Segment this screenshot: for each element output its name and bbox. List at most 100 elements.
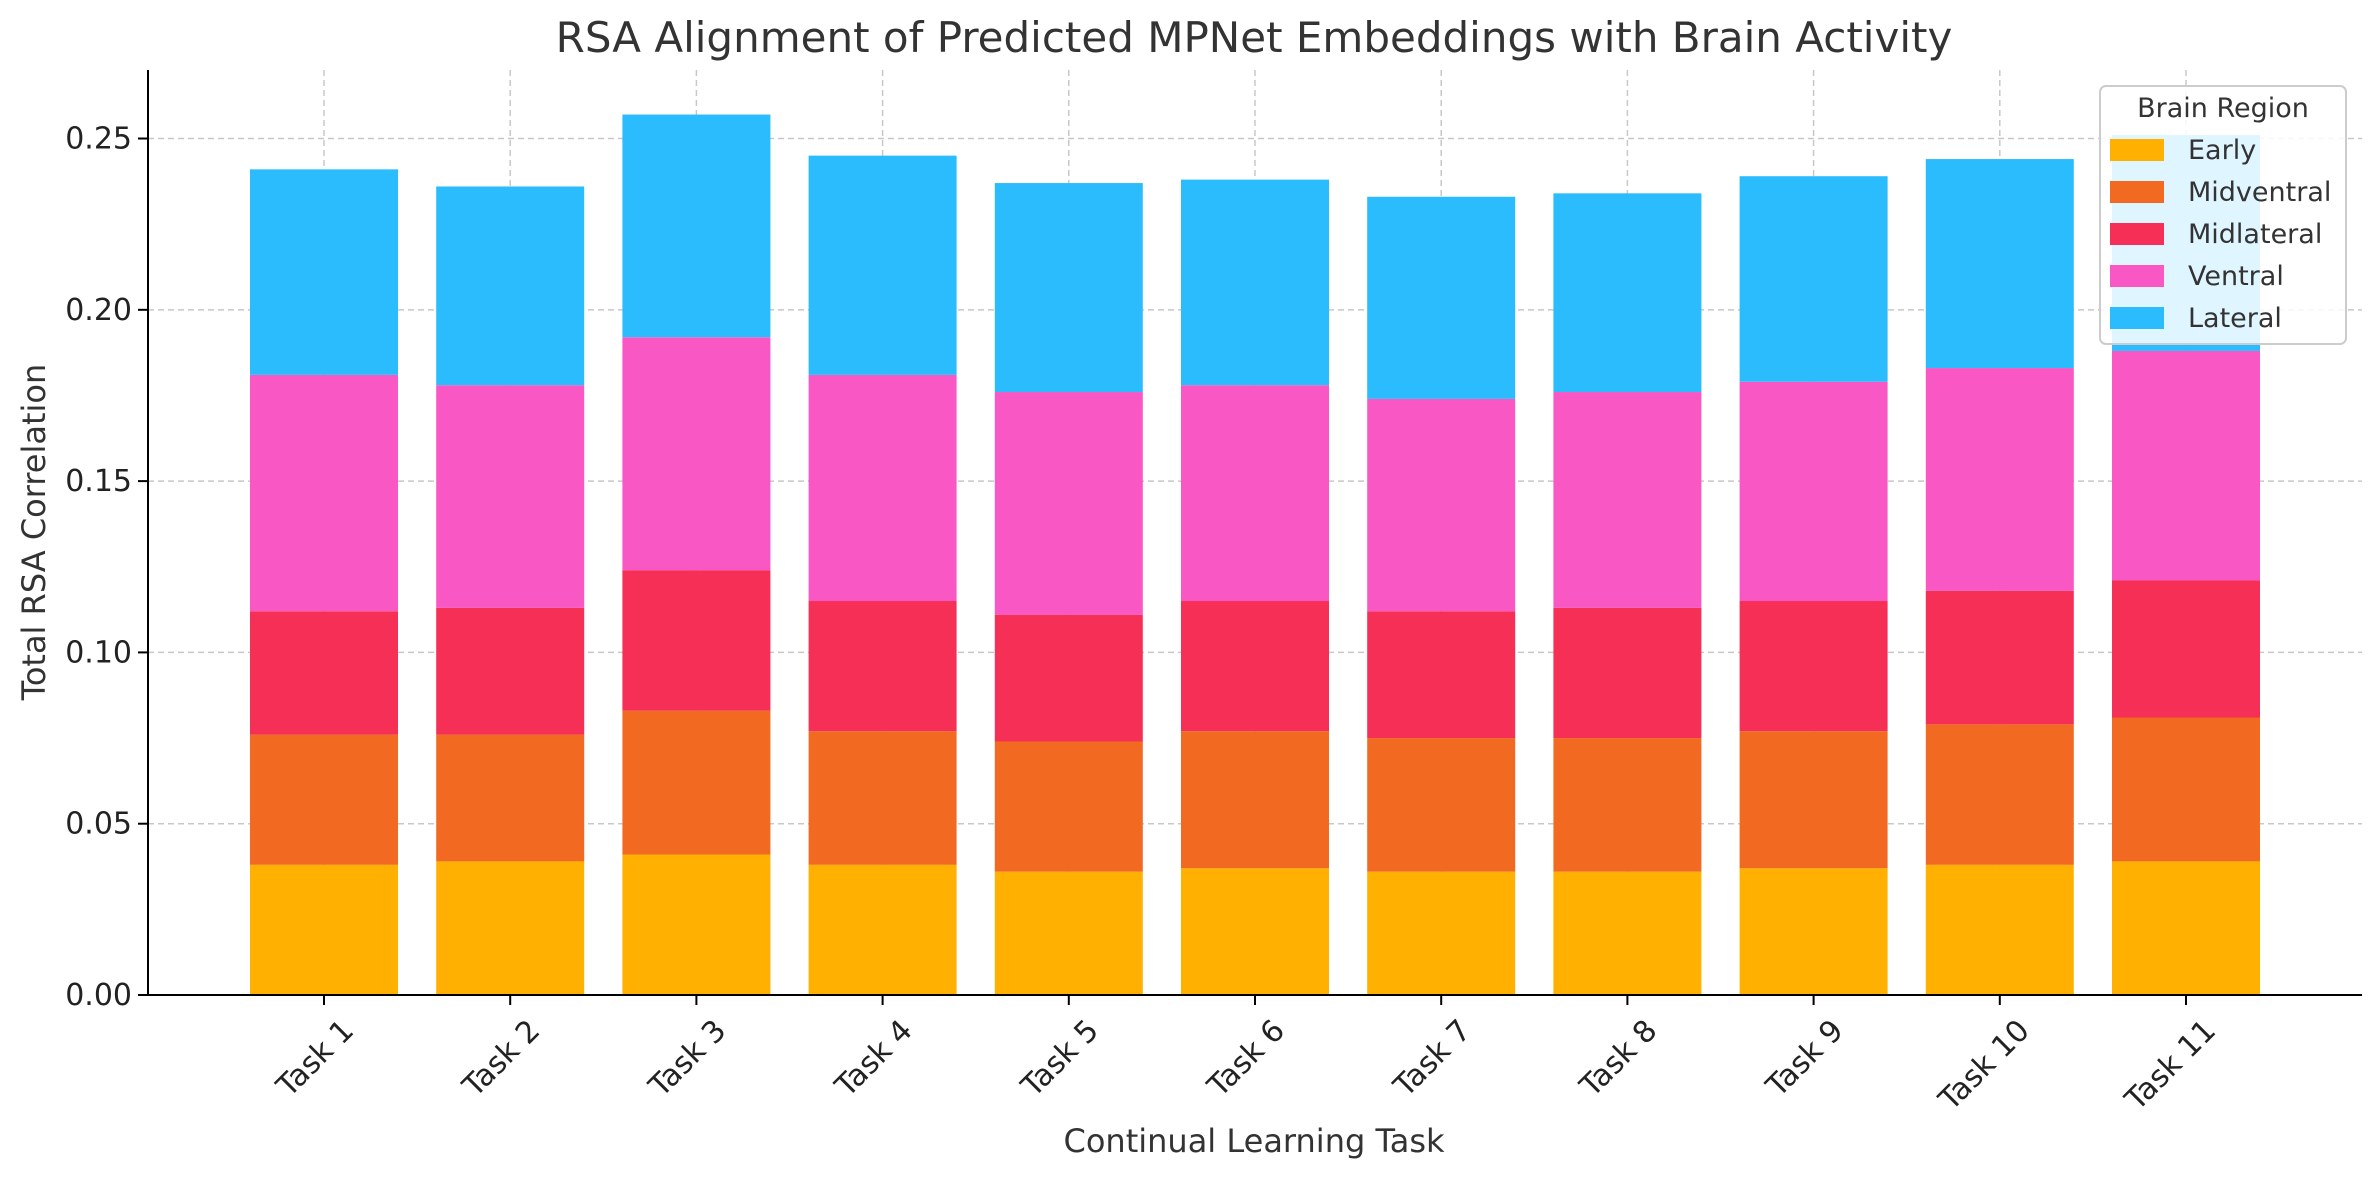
bar-segment-midlateral [994,614,1143,742]
legend-item: Early [2110,135,2256,166]
x-tick-label: Task 2 [456,1013,547,1104]
bar-segment-ventral [250,374,398,612]
bar-stack [436,186,585,995]
y-ticks: 0.00 0.05 0.10 0.15 0.20 0.25 [65,122,148,1013]
bar-segment-midventral [2112,717,2260,862]
bar-stack [622,114,771,995]
bar-segment-midlateral [436,607,585,735]
bar-segment-lateral [808,155,957,375]
bar-stack [250,169,398,995]
y-tick-label: 0.05 [65,807,132,842]
bar-segment-early [1553,871,1702,995]
bar-segment-early [1367,871,1516,995]
bar-stack [1181,179,1329,995]
y-tick-label: 0.00 [65,978,132,1013]
legend-swatch [2110,223,2164,245]
x-axis-label: Continual Learning Task [1063,1122,1445,1160]
bar-segment-lateral [994,183,1143,393]
legend-item: Midventral [2110,177,2331,208]
bar-segment-early [2112,861,2260,995]
legend-item: Ventral [2110,261,2284,292]
x-tick-label: Task 9 [1759,1013,1850,1104]
bar-segment-lateral [622,114,771,338]
bar-segment-midventral [1739,731,1888,869]
bar-segment-midlateral [1367,611,1516,739]
legend-label: Midlateral [2188,219,2322,250]
bar-segment-midventral [1553,738,1702,872]
legend-item: Lateral [2110,303,2282,334]
x-tick-label: Task 6 [1200,1013,1291,1104]
x-tick-label: Task 1 [269,1013,360,1104]
y-tick-label: 0.25 [65,122,132,157]
bar-segment-midlateral [1181,601,1329,732]
bar-segment-ventral [808,374,957,602]
bar-segment-ventral [2112,350,2260,581]
bar-segment-early [1925,864,2074,995]
bar-segment-midventral [808,731,957,865]
bar-segment-midventral [994,741,1143,872]
bar-segment-early [994,871,1143,995]
bar-segment-midventral [250,734,398,865]
bar-segment-midventral [436,734,585,862]
bar-segment-midlateral [1553,607,1702,739]
bar-segment-early [1739,868,1888,995]
y-tick-label: 0.10 [65,635,132,670]
bar-segment-lateral [436,186,585,386]
bar-segment-ventral [994,392,1143,615]
bar-segment-lateral [1367,196,1516,399]
bar-segment-early [1181,868,1329,995]
x-tick-label: Task 11 [2118,1013,2223,1118]
x-tick-label: Task 7 [1387,1013,1478,1104]
bars [250,114,2260,995]
legend-label: Midventral [2188,177,2331,208]
x-tick-label: Task 3 [642,1013,733,1104]
bar-segment-lateral [1739,176,1888,382]
bar-segment-midlateral [250,611,398,735]
bar-segment-midlateral [808,601,957,732]
legend-swatch [2110,139,2164,161]
legend-swatch [2110,265,2164,287]
bar-stack [808,155,957,995]
bar-stack [994,183,1143,995]
bar-segment-lateral [1553,193,1702,393]
bar-segment-ventral [1367,398,1516,612]
bar-segment-ventral [1739,381,1888,602]
legend-label: Lateral [2188,303,2282,334]
bar-segment-midventral [1181,731,1329,869]
bar-segment-lateral [1181,179,1329,386]
bar-segment-midventral [1925,724,2074,865]
bar-stack [1553,193,1702,995]
x-tick-label: Task 5 [1014,1013,1105,1104]
bar-segment-early [436,861,585,995]
x-tick-label: Task 4 [828,1013,919,1104]
bar-segment-early [808,864,957,995]
bar-stack [1367,196,1516,995]
bar-segment-midventral [1367,738,1516,872]
bar-segment-early [250,864,398,995]
x-ticks: Task 1 Task 2 Task 3 Task 4 Task 5 Task 6 Task… [269,995,2223,1118]
chart-title: RSA Alignment of Predicted MPNet Embeddi… [556,13,1953,62]
y-axis-label: Total RSA Correlation [15,364,53,702]
bar-segment-ventral [622,337,771,571]
y-tick-label: 0.20 [65,293,132,328]
bar-segment-ventral [1181,385,1329,602]
y-tick-label: 0.15 [65,464,132,499]
bar-segment-midlateral [2112,580,2260,718]
bar-segment-midlateral [622,570,771,711]
legend-items: Early Midventral Midlateral Ventral Lateral [2110,135,2331,334]
bar-segment-lateral [250,169,398,375]
legend-item: Midlateral [2110,219,2322,250]
legend: Brain Region Early Midventral Midlateral Ve… [2099,85,2347,345]
bar-segment-early [622,854,771,995]
legend-label: Ventral [2188,261,2284,292]
bar-segment-lateral [1925,159,2074,369]
legend-title: Brain Region [2137,93,2309,124]
bar-segment-ventral [1925,368,2074,591]
legend-swatch [2110,181,2164,203]
legend-swatch [2110,307,2164,329]
bar-stack [1739,176,1888,995]
bar-stack [1925,159,2074,995]
bar-segment-midventral [622,710,771,855]
bar-segment-ventral [436,385,585,608]
